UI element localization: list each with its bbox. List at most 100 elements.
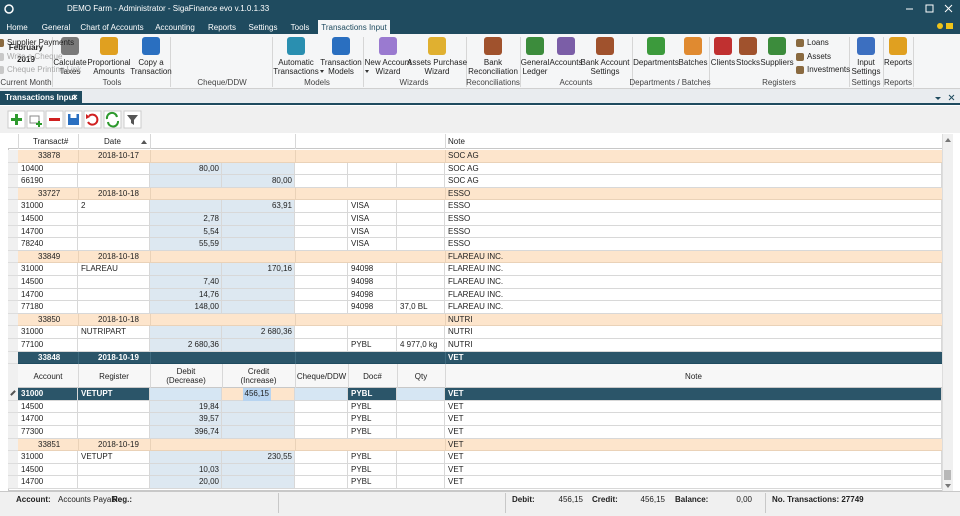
grid-cell[interactable] — [295, 288, 348, 302]
grid-cell[interactable] — [222, 413, 295, 426]
grid-cell[interactable] — [445, 451, 942, 464]
grid-cell[interactable] — [150, 162, 222, 176]
grid-cell[interactable] — [397, 263, 445, 276]
ribbon-small-button[interactable]: Assets — [807, 51, 832, 61]
grid-cell[interactable] — [295, 225, 348, 239]
grid-cell[interactable] — [445, 200, 942, 213]
ribbon-icon[interactable] — [428, 37, 446, 55]
grid-cell[interactable] — [295, 326, 348, 339]
grid-cell[interactable] — [18, 175, 78, 188]
grid-cell[interactable] — [397, 339, 445, 352]
grid-cell[interactable] — [18, 413, 78, 426]
ribbon-icon[interactable] — [526, 37, 544, 55]
grid-cell[interactable] — [18, 339, 78, 352]
tab-close-all[interactable] — [948, 94, 955, 101]
grid-cell[interactable] — [222, 213, 295, 226]
grid-cell[interactable] — [397, 451, 445, 464]
grid-cell[interactable] — [295, 213, 348, 226]
grid-cell[interactable] — [348, 463, 397, 477]
tab-menu[interactable] — [935, 97, 941, 100]
ribbon-icon[interactable] — [889, 37, 907, 55]
grid-cell[interactable] — [397, 301, 445, 314]
ribbon-button-label[interactable]: Automatic — [278, 58, 314, 67]
ribbon-button-label[interactable]: Settings — [851, 67, 881, 76]
grid-cell[interactable] — [445, 476, 942, 489]
ribbon-button-label[interactable]: Models — [328, 67, 354, 76]
filter-button[interactable] — [123, 110, 142, 129]
grid-cell[interactable] — [348, 238, 397, 251]
ribbon-button-label[interactable]: Clients — [710, 58, 736, 67]
grid-cell[interactable] — [397, 238, 445, 251]
grid-cell[interactable] — [445, 213, 942, 226]
grid-cell[interactable] — [348, 413, 397, 426]
ribbon-icon[interactable] — [714, 37, 732, 55]
menu-tab[interactable]: General — [41, 23, 71, 32]
scroll-up[interactable] — [945, 138, 951, 142]
ribbon-button-label[interactable]: New Account — [364, 58, 412, 67]
transaction-row[interactable] — [18, 313, 942, 327]
grid-cell[interactable] — [150, 175, 222, 188]
grid-cell[interactable] — [222, 200, 295, 213]
grid-cell[interactable] — [150, 225, 222, 239]
grid-cell[interactable] — [78, 200, 150, 213]
grid-cell[interactable] — [295, 175, 348, 188]
grid-cell[interactable] — [222, 288, 295, 302]
grid-cell[interactable] — [348, 476, 397, 489]
grid-cell[interactable] — [445, 388, 942, 401]
ribbon-icon[interactable] — [61, 37, 79, 55]
grid-cell[interactable] — [348, 326, 397, 339]
grid-cell[interactable] — [78, 162, 150, 176]
grid-cell[interactable] — [445, 276, 942, 289]
grid-cell[interactable] — [222, 400, 295, 414]
grid-cell[interactable] — [150, 451, 222, 464]
grid-cell[interactable] — [18, 388, 78, 401]
transaction-row[interactable] — [18, 351, 942, 365]
grid-cell[interactable] — [295, 200, 348, 213]
grid-cell[interactable] — [78, 213, 150, 226]
grid-cell[interactable] — [222, 238, 295, 251]
grid-cell[interactable] — [78, 263, 150, 276]
grid-cell[interactable] — [348, 162, 397, 176]
ribbon-button-label[interactable]: Stocks — [735, 58, 760, 67]
menu-tab[interactable]: Transactions Input — [321, 23, 387, 32]
menu-tab[interactable]: Tools — [290, 23, 310, 32]
ribbon-button-label[interactable]: Wizard — [375, 67, 401, 76]
grid-cell[interactable] — [445, 162, 942, 176]
grid-cell[interactable] — [150, 213, 222, 226]
grid-cell[interactable] — [348, 213, 397, 226]
grid-cell[interactable] — [295, 476, 348, 489]
ribbon-button-label[interactable]: Copy a — [138, 58, 164, 67]
ribbon-icon[interactable] — [684, 37, 702, 55]
grid-cell[interactable] — [397, 388, 445, 401]
grid-cell[interactable] — [295, 426, 348, 439]
ribbon-button-label[interactable]: Bank — [483, 58, 503, 67]
ribbon-icon[interactable] — [379, 37, 397, 55]
ribbon-button-label[interactable]: Reconciliation — [468, 67, 518, 76]
grid-cell[interactable] — [222, 451, 295, 464]
grid-cell[interactable] — [222, 463, 295, 477]
grid-cell[interactable] — [397, 463, 445, 477]
grid-cell[interactable] — [18, 288, 78, 302]
grid-cell[interactable] — [348, 175, 397, 188]
ribbon-button-label[interactable]: Calculate — [53, 58, 87, 67]
ribbon-button-label[interactable]: Input — [857, 58, 875, 67]
grid-cell[interactable] — [222, 339, 295, 352]
grid-cell[interactable] — [445, 288, 942, 302]
ribbon-icon[interactable] — [287, 37, 305, 55]
grid-cell[interactable] — [397, 162, 445, 176]
ribbon-button-label[interactable]: Transaction — [320, 58, 362, 67]
grid-cell[interactable] — [397, 213, 445, 226]
grid-cell[interactable] — [397, 288, 445, 302]
grid-cell[interactable] — [150, 263, 222, 276]
ribbon-button-label[interactable]: Batches — [678, 58, 708, 67]
ribbon-button-label[interactable]: Wizard — [424, 67, 450, 76]
grid-cell[interactable] — [397, 476, 445, 489]
grid-cell[interactable] — [397, 276, 445, 289]
ribbon-icon[interactable] — [739, 37, 757, 55]
maximize[interactable] — [925, 4, 934, 13]
grid-cell[interactable] — [295, 238, 348, 251]
grid-cell[interactable] — [295, 263, 348, 276]
ribbon-button-label[interactable]: Reports — [883, 58, 912, 67]
scroll-down[interactable] — [945, 484, 951, 488]
grid-cell[interactable] — [150, 388, 222, 401]
